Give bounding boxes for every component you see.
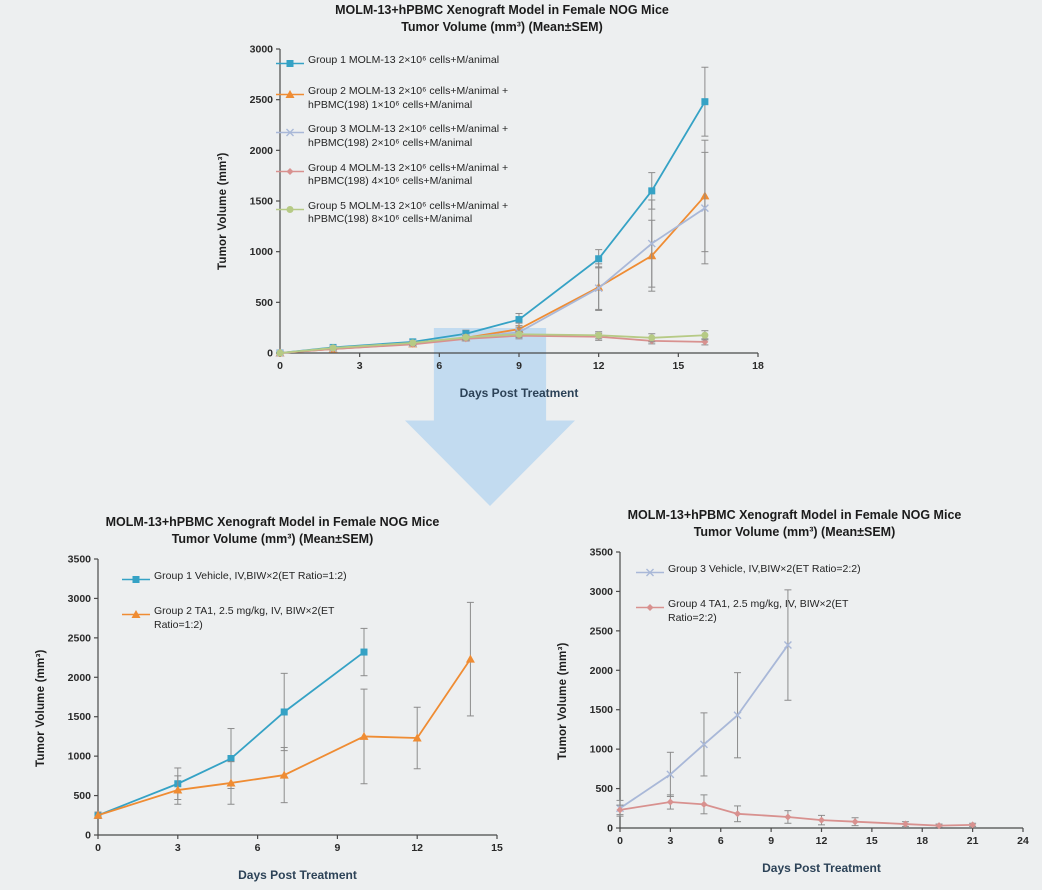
bottom-right-chart-title: MOLM-13+hPBMC Xenograft Model in Female … bbox=[552, 507, 1037, 540]
svg-text:1000: 1000 bbox=[68, 751, 92, 763]
svg-text:15: 15 bbox=[672, 360, 684, 372]
svg-text:3: 3 bbox=[667, 835, 673, 847]
legend-label: Group 4 TA1, 2.5 mg/kg, IV, BIW×2(ET Rat… bbox=[668, 598, 849, 624]
bottom-right-title-line1: MOLM-13+hPBMC Xenograft Model in Female … bbox=[627, 508, 962, 522]
group3-marker-icon bbox=[276, 125, 304, 143]
legend-label: Group 3 MOLM-13 2×10⁶ cells+M/animal + h… bbox=[308, 123, 509, 149]
svg-text:1500: 1500 bbox=[250, 196, 274, 208]
bottom-left-y-axis-label: Tumor Volume (mm³) bbox=[35, 649, 47, 767]
legend-item-vehicle: Group 3 Vehicle, IV,BIW×2(ET Ratio=2:2) bbox=[636, 563, 873, 583]
svg-text:18: 18 bbox=[752, 360, 764, 372]
bottom-left-chart: MOLM-13+hPBMC Xenograft Model in Female … bbox=[30, 514, 515, 882]
top-y-axis-label: Tumor Volume (mm³) bbox=[217, 152, 229, 270]
bottom-left-x-axis-label: Days Post Treatment bbox=[238, 868, 357, 882]
svg-text:0: 0 bbox=[277, 360, 283, 372]
svg-text:1000: 1000 bbox=[250, 246, 274, 258]
svg-text:0: 0 bbox=[607, 823, 613, 835]
legend-item-ta1: Group 2 TA1, 2.5 mg/kg, IV, BIW×2(ET Rat… bbox=[122, 605, 359, 632]
svg-text:500: 500 bbox=[73, 790, 91, 802]
svg-text:2500: 2500 bbox=[590, 625, 614, 637]
top-chart-title: MOLM-13+hPBMC Xenograft Model in Female … bbox=[212, 2, 792, 35]
svg-text:3500: 3500 bbox=[68, 554, 92, 566]
bottom-right-legend: Group 3 Vehicle, IV,BIW×2(ET Ratio=2:2) … bbox=[636, 563, 873, 625]
svg-text:15: 15 bbox=[491, 842, 503, 854]
svg-text:12: 12 bbox=[593, 360, 605, 372]
svg-text:0: 0 bbox=[85, 830, 91, 842]
legend-item-group4: Group 4 MOLM-13 2×10⁶ cells+M/animal + h… bbox=[276, 162, 513, 189]
svg-text:3000: 3000 bbox=[250, 44, 274, 56]
legend-item-vehicle: Group 1 Vehicle, IV,BIW×2(ET Ratio=1:2) bbox=[122, 570, 359, 590]
vehicle-marker-icon bbox=[636, 565, 664, 583]
legend-label: Group 1 Vehicle, IV,BIW×2(ET Ratio=1:2) bbox=[154, 570, 347, 582]
svg-text:3: 3 bbox=[357, 360, 363, 372]
svg-text:15: 15 bbox=[866, 835, 878, 847]
svg-text:3500: 3500 bbox=[590, 547, 614, 559]
svg-text:3: 3 bbox=[175, 842, 181, 854]
legend-label: Group 3 Vehicle, IV,BIW×2(ET Ratio=2:2) bbox=[668, 563, 861, 575]
legend-item-group2: Group 2 MOLM-13 2×10⁶ cells+M/animal + h… bbox=[276, 85, 513, 112]
svg-text:6: 6 bbox=[436, 360, 442, 372]
group2-marker-icon bbox=[276, 87, 304, 105]
svg-text:21: 21 bbox=[967, 835, 979, 847]
legend-label: Group 2 MOLM-13 2×10⁶ cells+M/animal + h… bbox=[308, 85, 509, 111]
svg-text:500: 500 bbox=[255, 297, 273, 309]
bottom-right-x-axis-label: Days Post Treatment bbox=[762, 861, 881, 875]
bottom-left-chart-title: MOLM-13+hPBMC Xenograft Model in Female … bbox=[30, 514, 515, 547]
svg-text:9: 9 bbox=[516, 360, 522, 372]
ta1-marker-icon bbox=[636, 600, 664, 618]
bottom-left-title-line1: MOLM-13+hPBMC Xenograft Model in Female … bbox=[105, 515, 440, 529]
svg-text:1500: 1500 bbox=[68, 711, 92, 723]
svg-text:1000: 1000 bbox=[590, 744, 614, 756]
svg-text:3000: 3000 bbox=[68, 593, 92, 605]
top-chart-title-line1: MOLM-13+hPBMC Xenograft Model in Female … bbox=[335, 3, 669, 17]
legend-label: Group 2 TA1, 2.5 mg/kg, IV, BIW×2(ET Rat… bbox=[154, 605, 335, 631]
bottom-right-title-line2: Tumor Volume (mm³) (Mean±SEM) bbox=[693, 524, 896, 539]
svg-text:0: 0 bbox=[617, 835, 623, 847]
legend-label: Group 5 MOLM-13 2×10⁶ cells+M/animal + h… bbox=[308, 199, 509, 226]
vehicle-marker-icon bbox=[122, 572, 150, 590]
top-chart: MOLM-13+hPBMC Xenograft Model in Female … bbox=[212, 2, 792, 400]
svg-text:1500: 1500 bbox=[590, 704, 614, 716]
svg-text:12: 12 bbox=[411, 842, 423, 854]
svg-text:24: 24 bbox=[1017, 835, 1029, 847]
svg-text:3000: 3000 bbox=[590, 586, 614, 598]
top-chart-title-line2: Tumor Volume (mm³) (Mean±SEM) bbox=[401, 19, 603, 34]
svg-text:0: 0 bbox=[267, 348, 273, 360]
svg-text:9: 9 bbox=[768, 835, 774, 847]
svg-text:500: 500 bbox=[595, 783, 613, 795]
legend-item-group1: Group 1 MOLM-13 2×10⁶ cells+M/animal bbox=[276, 54, 513, 74]
svg-text:6: 6 bbox=[255, 842, 261, 854]
ta1-marker-icon bbox=[122, 607, 150, 625]
bottom-right-plot-area: 0 500 1000 1500 2000 2500 3000 3500 0 3 6 9 12 15 18 21… bbox=[590, 547, 1029, 848]
top-x-axis-label: Days Post Treatment bbox=[459, 386, 579, 400]
svg-text:0: 0 bbox=[95, 842, 101, 854]
bottom-left-plot-area: 0 500 1000 1500 2000 2500 3000 3500 0 3 6 9 12 15 bbox=[68, 554, 503, 855]
svg-text:9: 9 bbox=[334, 842, 340, 854]
legend-label: Group 1 MOLM-13 2×10⁶ cells+M/animal bbox=[308, 54, 500, 66]
group5-marker-icon bbox=[276, 202, 304, 220]
bottom-left-title-line2: Tumor Volume (mm³) (Mean±SEM) bbox=[171, 531, 374, 546]
svg-text:12: 12 bbox=[816, 835, 828, 847]
legend-item-ta1: Group 4 TA1, 2.5 mg/kg, IV, BIW×2(ET Rat… bbox=[636, 598, 873, 625]
bottom-right-chart: MOLM-13+hPBMC Xenograft Model in Female … bbox=[552, 507, 1037, 875]
svg-text:6: 6 bbox=[718, 835, 724, 847]
svg-text:2000: 2000 bbox=[250, 145, 274, 157]
svg-text:2500: 2500 bbox=[250, 94, 274, 106]
bottom-left-legend: Group 1 Vehicle, IV,BIW×2(ET Ratio=1:2) … bbox=[122, 570, 359, 632]
legend-item-group3: Group 3 MOLM-13 2×10⁶ cells+M/animal + h… bbox=[276, 123, 513, 150]
bottom-right-y-axis-label: Tumor Volume (mm³) bbox=[557, 642, 569, 760]
svg-text:18: 18 bbox=[916, 835, 928, 847]
legend-item-group5: Group 5 MOLM-13 2×10⁶ cells+M/animal + h… bbox=[276, 200, 513, 227]
group1-marker-icon bbox=[276, 56, 304, 74]
svg-text:2000: 2000 bbox=[68, 672, 92, 684]
legend-label: Group 4 MOLM-13 2×10⁶ cells+M/animal + h… bbox=[308, 161, 509, 188]
top-plot-area: 0 500 1000 1500 2000 2500 3000 0 3 6 9 12 15 18 bbox=[250, 44, 764, 373]
group4-marker-icon bbox=[276, 164, 304, 182]
svg-text:2500: 2500 bbox=[68, 632, 92, 644]
top-legend: Group 1 MOLM-13 2×10⁶ cells+M/animal Gro… bbox=[276, 54, 513, 227]
svg-text:2000: 2000 bbox=[590, 665, 614, 677]
